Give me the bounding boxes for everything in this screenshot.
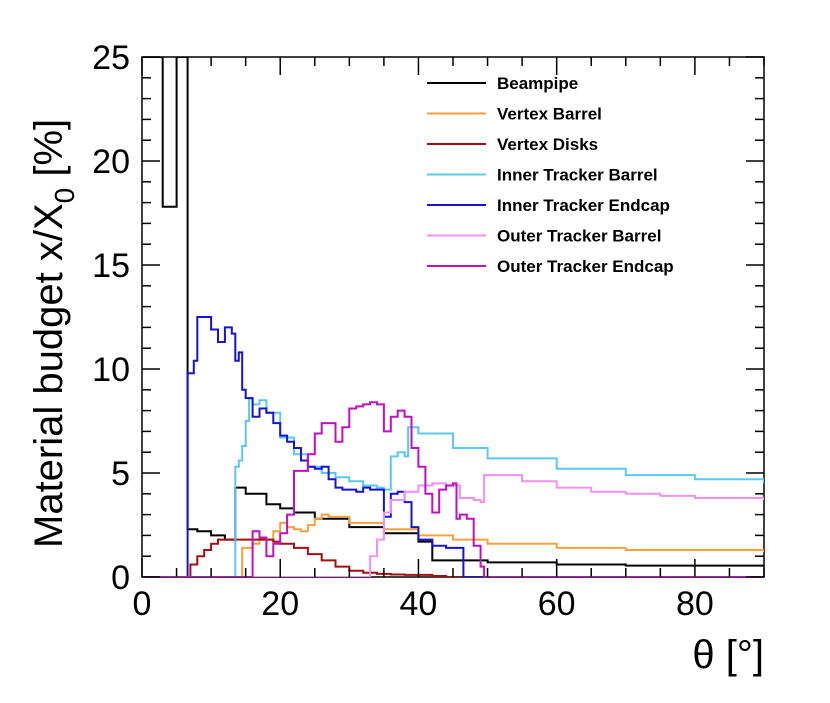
legend-label-outer-tracker-barrel: Outer Tracker Barrel xyxy=(497,227,661,246)
y-axis-title-unit: [%] xyxy=(27,119,71,177)
y-tick-label-0: 0 xyxy=(111,559,130,597)
ticks-layer xyxy=(141,56,765,578)
x-tick-label-20: 20 xyxy=(261,585,299,623)
y-axis-title-space xyxy=(27,177,71,188)
y-tick-label-10: 10 xyxy=(92,351,130,389)
series-layer xyxy=(142,57,764,577)
y-tick-label-5: 5 xyxy=(111,455,130,493)
series-line-vertex-barrel xyxy=(241,513,764,577)
legend-label-beampipe: Beampipe xyxy=(497,74,578,93)
y-tick-label-25: 25 xyxy=(92,39,130,77)
x-tick-label-0: 0 xyxy=(133,585,152,623)
legend-label-vertex-barrel: Vertex Barrel xyxy=(497,105,602,124)
legend: Beampipe Vertex Barrel Vertex Disks Inner T… xyxy=(427,74,674,276)
y-tick-label-20: 20 xyxy=(92,143,130,181)
series-line-beampipe xyxy=(142,57,764,567)
series-line-outer-tracker-barrel xyxy=(142,474,764,577)
y-axis-title: Material budget x/X0 [%] xyxy=(27,119,80,548)
y-tick-labels: 0 5 10 15 20 25 xyxy=(92,39,130,597)
x-tick-label-40: 40 xyxy=(400,585,438,623)
x-tick-label-80: 80 xyxy=(676,585,714,623)
legend-label-inner-tracker-barrel: Inner Tracker Barrel xyxy=(497,166,658,185)
legend-label-inner-tracker-endcap: Inner Tracker Endcap xyxy=(497,196,670,215)
y-axis-title-subscript: 0 xyxy=(49,188,80,204)
x-axis-title: θ [°] xyxy=(692,633,764,677)
x-tick-labels: 0 20 40 60 80 xyxy=(133,585,714,623)
series-line-outer-tracker-endcap xyxy=(142,401,764,577)
x-tick-label-60: 60 xyxy=(538,585,576,623)
legend-label-vertex-disks: Vertex Disks xyxy=(497,135,598,154)
legend-label-outer-tracker-endcap: Outer Tracker Endcap xyxy=(497,257,674,276)
y-axis-title-main: Material budget x/X0 [%] xyxy=(27,119,80,548)
series-line-vertex-disks xyxy=(142,538,764,577)
y-axis-title-text: Material budget x/X xyxy=(27,203,71,548)
y-tick-label-15: 15 xyxy=(92,247,130,285)
